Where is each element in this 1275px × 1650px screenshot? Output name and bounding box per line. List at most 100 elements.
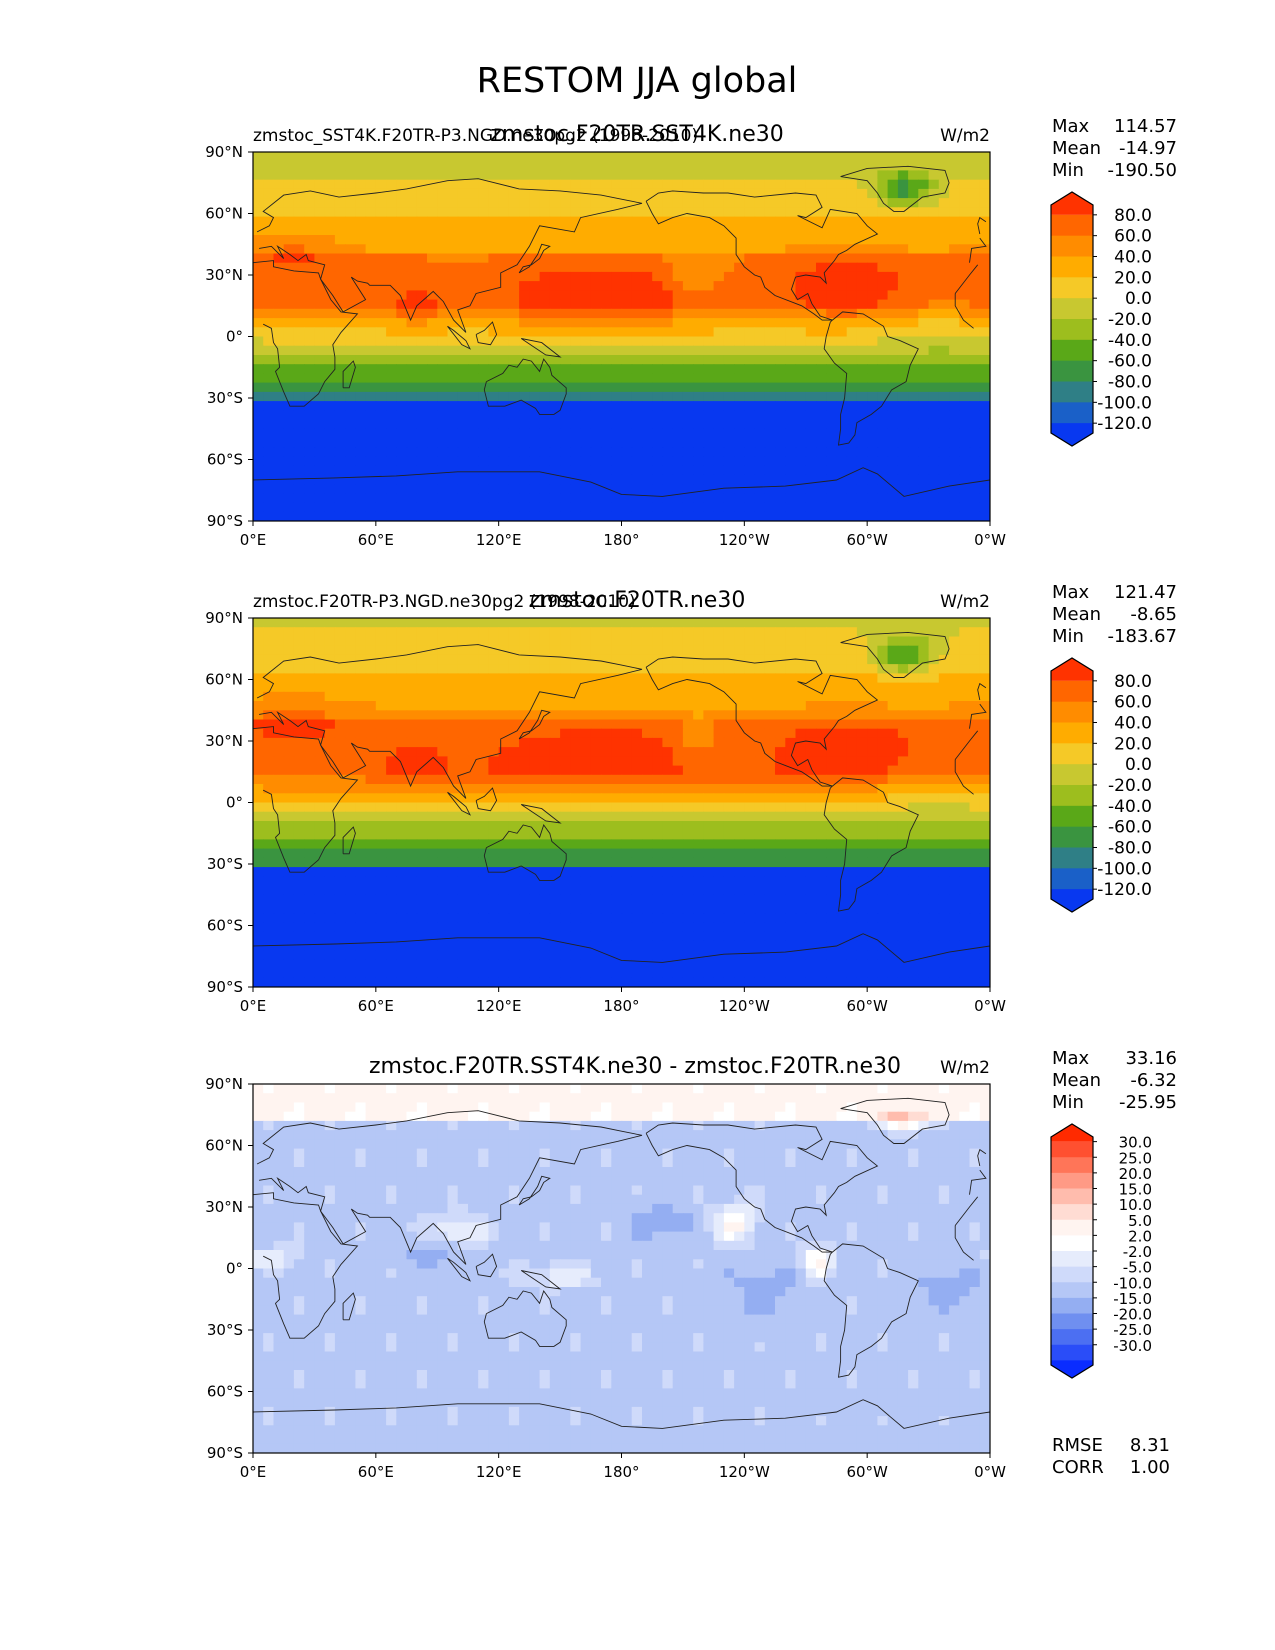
coastline-south-america [823, 311, 919, 446]
stat-label-max: Max [1052, 582, 1090, 603]
stat-label-mean: Mean [1052, 1070, 1101, 1091]
colorbar-tick-label: 20.0 [1114, 734, 1152, 754]
coastlines [253, 1097, 990, 1429]
y-tick-label: 60°N [205, 205, 243, 223]
colorbar-tick-label: 30.0 [1119, 1134, 1152, 1152]
colorbar-tick-label: 40.0 [1114, 714, 1152, 734]
stat-value-max: 121.47 [1114, 582, 1177, 603]
colorbar-segment [1051, 214, 1093, 237]
y-tick-label: 30°S [207, 855, 243, 873]
colorbar-tick-label: 0.0 [1125, 755, 1152, 775]
y-tick-label: 30°S [207, 1321, 243, 1339]
x-tick-label: 120°E [476, 997, 522, 1015]
x-tick-label: 120°W [719, 997, 770, 1015]
map-panel-3: 0°E 60°E 120°E 180° 120°W 60°W 0°W 90°N 60°N 30°N… [205, 1048, 1177, 1481]
colorbar-outline [1050, 657, 1094, 913]
coastline-borneo [475, 787, 498, 812]
coastline-madagascar [342, 1292, 356, 1321]
y-tick-label: 30°N [205, 1198, 243, 1216]
colorbar-segment [1051, 658, 1093, 681]
coastline-uk [977, 682, 987, 701]
colorbar-tick-label: -60.0 [1108, 818, 1152, 838]
x-tick-label: 120°E [476, 1463, 522, 1481]
colorbar-tick-label: -40.0 [1108, 797, 1152, 817]
stat-value-max: 33.16 [1125, 1048, 1177, 1069]
colorbar-tick-label: -15.0 [1113, 1290, 1152, 1308]
colorbar-segment [1051, 1124, 1093, 1142]
y-tick-label: 60°N [205, 671, 243, 689]
colorbar-segment [1051, 889, 1093, 912]
coastline-europe-asia [969, 237, 987, 263]
x-tick-label: 60°W [846, 531, 888, 549]
colorbar-tick-label: -80.0 [1108, 373, 1152, 393]
coastline-madagascar [342, 360, 356, 389]
x-tick-label: 0°W [974, 997, 1006, 1015]
colorbar-segment [1051, 1297, 1093, 1315]
stat-label-mean: Mean [1052, 604, 1101, 625]
coastline-sumatra [447, 325, 472, 350]
colorbar-segment [1051, 701, 1093, 723]
coastline-africa [954, 293, 974, 329]
coastline-europe-asia [256, 178, 643, 333]
coastline-europe-asia [256, 1110, 643, 1265]
y-tick-label: 90°N [205, 609, 243, 627]
colorbar-segment [1051, 1204, 1093, 1221]
panel-title-center: zmstoc.F20TR.SST4K.ne30 - zmstoc.F20TR.n… [369, 1054, 901, 1079]
coastline-new-guinea [520, 804, 562, 824]
colorbar-tick-label: -20.0 [1113, 1306, 1152, 1324]
colorbar-tick-label: 60.0 [1114, 693, 1152, 713]
coastline-japan [518, 243, 551, 274]
colorbar-tick-label: 80.0 [1114, 206, 1152, 226]
y-tick-label: 60°S [207, 917, 243, 935]
stat-value-mean: -8.65 [1130, 604, 1177, 625]
coastline-africa [954, 1225, 974, 1261]
y-tick-label: 90°S [207, 978, 243, 996]
colorbar-segment [1051, 1251, 1093, 1268]
map-panel-1: 0°E 60°E 120°E 180° 120°W 60°W 0°W 90°N 60°N 30°N… [205, 116, 1177, 549]
x-tick-label: 0°W [974, 531, 1006, 549]
y-tick-label: 0° [226, 328, 243, 346]
coastline-new-guinea [520, 1270, 562, 1290]
colorbar: 80.060.040.020.00.0-20.0-40.0-60.0-80.0-… [1050, 191, 1152, 447]
colorbar-tick-label: -2.0 [1123, 1243, 1152, 1261]
colorbar-segment [1051, 277, 1093, 299]
map-panel-2: 0°E 60°E 120°E 180° 120°W 60°W 0°W 90°N 60°N 30°N… [205, 582, 1177, 1015]
coastline-greenland [840, 165, 950, 212]
colorbar-tick-label: -100.0 [1097, 859, 1152, 879]
colorbar-segment [1051, 826, 1093, 848]
colorbar-tick-label: 40.0 [1114, 248, 1152, 268]
stat-value-min: -25.95 [1119, 1092, 1177, 1113]
stat-label-mean: Mean [1052, 138, 1101, 159]
colorbar-segment [1051, 1344, 1093, 1361]
colorbar-tick-label: 0.0 [1125, 289, 1152, 309]
colorbar-segment [1051, 847, 1093, 869]
y-tick-label: 0° [226, 794, 243, 812]
coastline-south-america [823, 1243, 919, 1378]
colorbar-segment [1051, 1282, 1093, 1299]
colorbar: 30.025.020.015.010.05.02.0-2.0-5.0-10.0-… [1050, 1123, 1152, 1379]
colorbar-tick-label: 20.0 [1114, 268, 1152, 288]
metric-value-rmse: 8.31 [1130, 1435, 1170, 1456]
colorbar-segment [1051, 805, 1093, 828]
colorbar-tick-label: -80.0 [1108, 839, 1152, 859]
colorbar-tick-label: -120.0 [1097, 880, 1152, 900]
coastline-africa [253, 726, 359, 873]
units-label: W/m2 [940, 1058, 990, 1078]
coastline-sumatra [447, 791, 472, 816]
y-tick-label: 60°N [205, 1137, 243, 1155]
colorbar-tick-label: 5.0 [1128, 1212, 1152, 1230]
colorbar-tick-label: -60.0 [1108, 352, 1152, 372]
coastline-north-america [645, 1122, 879, 1253]
colorbar-segment [1051, 256, 1093, 278]
x-tick-label: 120°E [476, 531, 522, 549]
y-tick-label: 90°N [205, 1075, 243, 1093]
y-tick-label: 60°S [207, 1383, 243, 1401]
y-tick-label: 90°S [207, 512, 243, 530]
colorbar-tick-label: -40.0 [1108, 331, 1152, 351]
colorbar-tick-label: -25.0 [1113, 1321, 1152, 1339]
colorbar-segment [1051, 722, 1093, 744]
colorbar-segment [1051, 743, 1093, 765]
x-tick-label: 180° [603, 531, 639, 549]
coastline-antarctic-coast [253, 467, 990, 497]
